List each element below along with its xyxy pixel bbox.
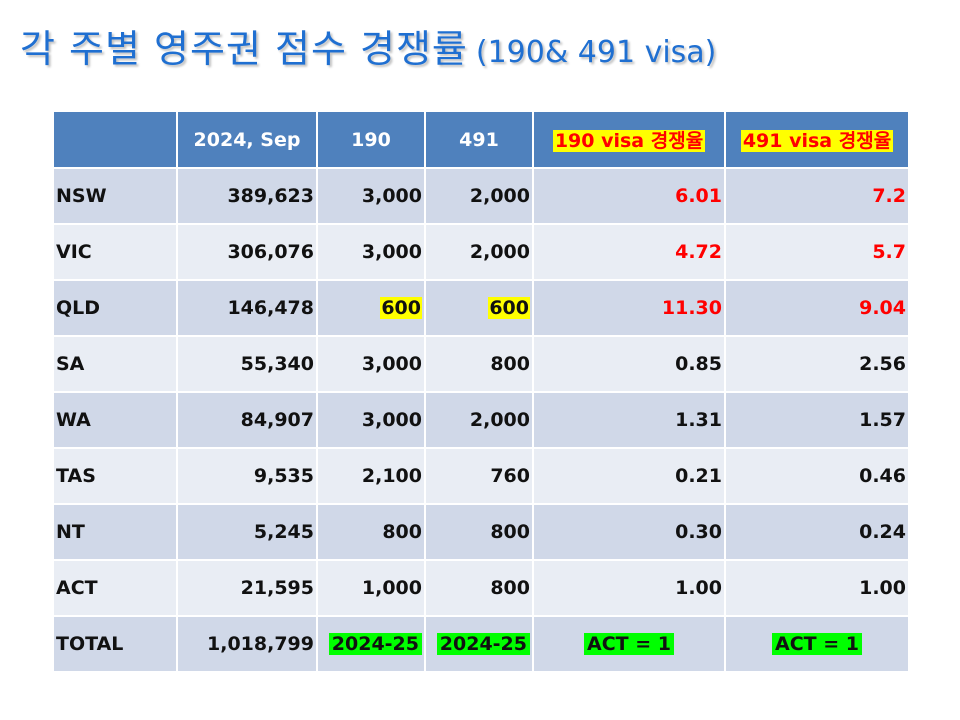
quota-190-cell: 2,100 [316,447,426,505]
quota-491-cell: 2,000 [424,223,534,281]
ratio-190-cell: 6.01 [532,167,726,225]
state-cell: TAS [52,447,178,505]
total-491-cell: 2024-25 [424,615,534,673]
quota-491-cell: 800 [424,335,534,393]
table-row: ACT 21,595 1,000 800 1.00 1.00 [52,559,910,617]
ratio-491-cell: 1.57 [724,391,910,449]
quota-190-cell: 3,000 [316,391,426,449]
total-491-ratio-highlight: ACT = 1 [772,633,862,655]
population-cell: 306,076 [176,223,318,281]
ratio-190-cell: 1.00 [532,559,726,617]
state-cell: NT [52,503,178,561]
quota-491-cell: 600 [424,279,534,337]
ratio-491-cell: 2.56 [724,335,910,393]
state-cell: SA [52,335,178,393]
quota-491-cell: 2,000 [424,391,534,449]
population-cell: 21,595 [176,559,318,617]
table-row: QLD 146,478 600 600 11.30 9.04 [52,279,910,337]
total-190-ratio-highlight: ACT = 1 [584,633,674,655]
population-cell: 146,478 [176,279,318,337]
table-row: SA 55,340 3,000 800 0.85 2.56 [52,335,910,393]
table-row: NT 5,245 800 800 0.30 0.24 [52,503,910,561]
header-cell-190: 190 [316,110,426,169]
state-cell: VIC [52,223,178,281]
ratio-491-cell: 0.24 [724,503,910,561]
table-row: VIC 306,076 3,000 2,000 4.72 5.7 [52,223,910,281]
total-491-highlight: 2024-25 [436,633,530,655]
ratio-190-cell: 4.72 [532,223,726,281]
quota-491-cell: 800 [424,503,534,561]
ratio-190-cell: 1.31 [532,391,726,449]
total-190-highlight: 2024-25 [328,633,422,655]
state-cell: QLD [52,279,178,337]
total-491-ratio-cell: ACT = 1 [724,615,910,673]
total-population-cell: 1,018,799 [176,615,318,673]
ratio-491-cell: 7.2 [724,167,910,225]
population-cell: 55,340 [176,335,318,393]
population-cell: 5,245 [176,503,318,561]
quota-491-cell: 800 [424,559,534,617]
title-main: 각 주별 영주권 점수 경쟁률 [20,27,468,71]
header-cell-empty [52,110,178,169]
table-row: WA 84,907 3,000 2,000 1.31 1.57 [52,391,910,449]
header-491-ratio-label: 491 visa 경쟁율 [740,130,894,152]
header-cell-491: 491 [424,110,534,169]
state-cell: WA [52,391,178,449]
quota-190-highlight: 600 [380,297,422,319]
header-cell-population: 2024, Sep [176,110,318,169]
title-sub: (190& 491 visa) [475,35,717,70]
page-title: 각 주별 영주권 점수 경쟁률 (190& 491 visa) [20,18,716,73]
ratio-190-cell: 0.21 [532,447,726,505]
total-190-ratio-cell: ACT = 1 [532,615,726,673]
ratio-190-cell: 11.30 [532,279,726,337]
population-cell: 389,623 [176,167,318,225]
table-header-row: 2024, Sep 190 491 190 visa 경쟁율 491 visa … [52,110,910,169]
total-label-cell: TOTAL [52,615,178,673]
header-cell-190-ratio: 190 visa 경쟁율 [532,110,726,169]
header-190-ratio-label: 190 visa 경쟁율 [552,130,706,152]
table-row: NSW 389,623 3,000 2,000 6.01 7.2 [52,167,910,225]
quota-190-cell: 1,000 [316,559,426,617]
quota-190-cell: 600 [316,279,426,337]
header-cell-491-ratio: 491 visa 경쟁율 [724,110,910,169]
population-cell: 9,535 [176,447,318,505]
quota-190-cell: 3,000 [316,335,426,393]
quota-190-cell: 3,000 [316,223,426,281]
quota-491-highlight: 600 [488,297,530,319]
quota-491-cell: 760 [424,447,534,505]
ratio-491-cell: 0.46 [724,447,910,505]
state-cell: ACT [52,559,178,617]
table-total-row: TOTAL 1,018,799 2024-25 2024-25 ACT = 1 … [52,615,910,673]
ratio-491-cell: 5.7 [724,223,910,281]
quota-190-cell: 800 [316,503,426,561]
competition-table: 2024, Sep 190 491 190 visa 경쟁율 491 visa … [52,110,910,673]
state-cell: NSW [52,167,178,225]
population-cell: 84,907 [176,391,318,449]
quota-190-cell: 3,000 [316,167,426,225]
table-row: TAS 9,535 2,100 760 0.21 0.46 [52,447,910,505]
ratio-491-cell: 9.04 [724,279,910,337]
ratio-491-cell: 1.00 [724,559,910,617]
ratio-190-cell: 0.85 [532,335,726,393]
ratio-190-cell: 0.30 [532,503,726,561]
quota-491-cell: 2,000 [424,167,534,225]
total-190-cell: 2024-25 [316,615,426,673]
